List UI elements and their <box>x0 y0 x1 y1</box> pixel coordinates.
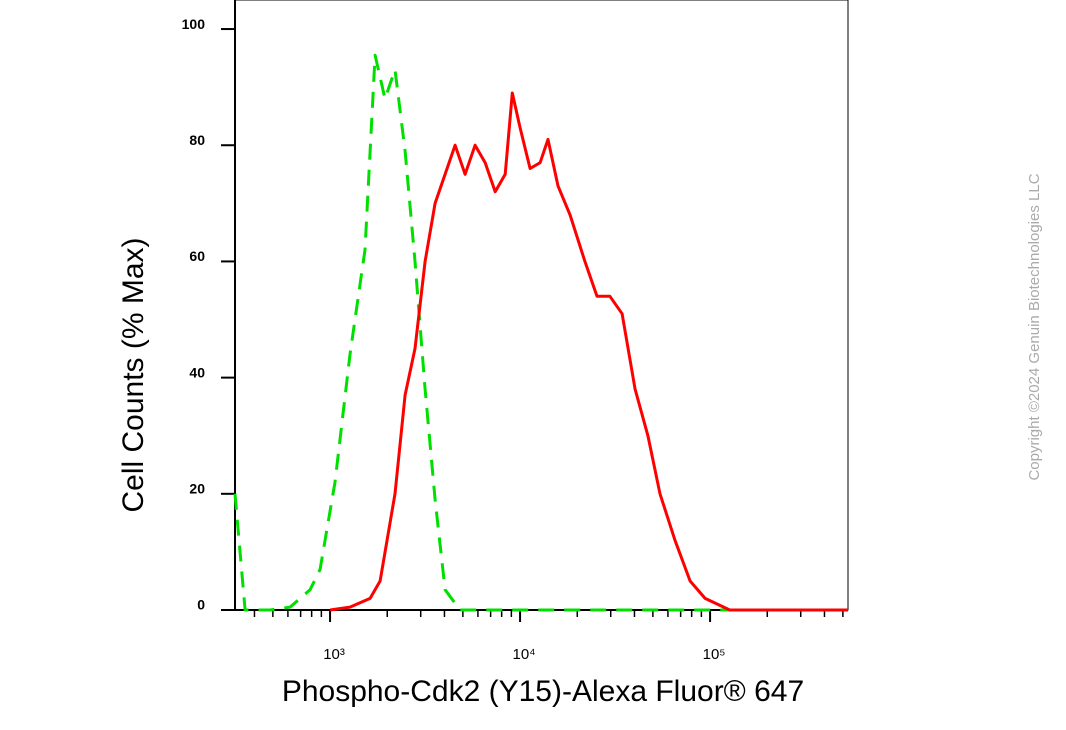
x-axis-label: Phospho-Cdk2 (Y15)-Alexa Fluor® 647 <box>282 675 804 708</box>
histogram-line <box>329 91 848 612</box>
x-tick-label: 10³ <box>323 646 345 663</box>
x-tick-label: 10⁴ <box>512 646 535 663</box>
y-tick-label: 100 <box>182 16 206 32</box>
plot-frame <box>234 0 849 611</box>
y-tick-label: 60 <box>189 248 205 264</box>
y-tick-label: 40 <box>189 364 205 380</box>
histogram-line <box>233 53 848 612</box>
x-tick-label: 10⁵ <box>703 646 726 663</box>
y-tick-label: 20 <box>189 481 205 497</box>
y-axis-label: Cell Counts (% Max) <box>117 237 150 512</box>
y-tick-label: 0 <box>197 597 205 613</box>
y-tick-label: 80 <box>189 132 205 148</box>
watermark: Copyright ©2024 Genuin Biotechnologies L… <box>1026 173 1043 480</box>
